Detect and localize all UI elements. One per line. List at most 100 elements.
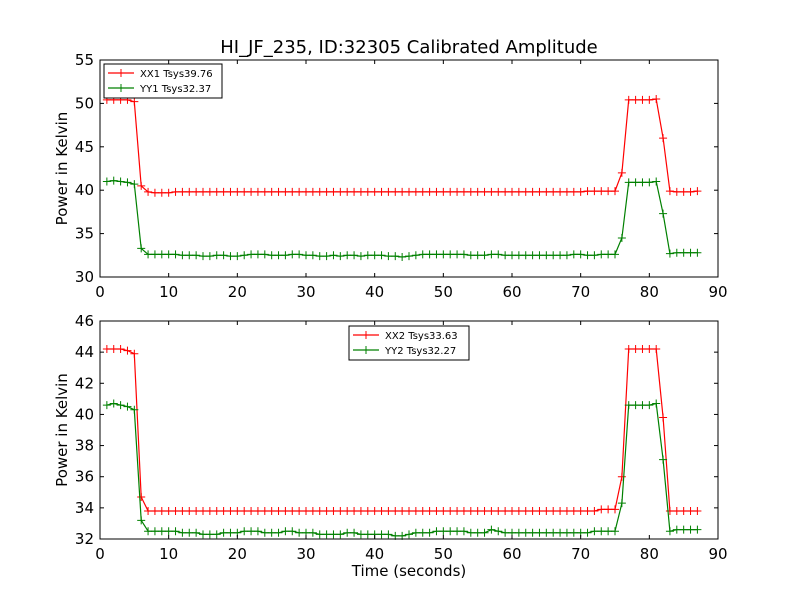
data-point (583, 528, 592, 537)
data-point (494, 250, 503, 259)
data-point (343, 251, 352, 260)
y-axis-label: Power in Kelvin (53, 373, 71, 487)
data-point (624, 345, 633, 354)
x-tick-label: 20 (228, 283, 247, 301)
data-point (336, 252, 345, 261)
data-point (226, 506, 235, 515)
data-point (487, 250, 496, 259)
bottom-subplot: 0 10 20 30 40 50 60 70 80 90 32 34 36 38 40 42 44 46 Power… (53, 312, 728, 563)
data-point (322, 252, 331, 261)
data-point (418, 528, 427, 537)
data-point (576, 506, 585, 515)
data-point (171, 506, 180, 515)
data-point (562, 528, 571, 537)
data-point (178, 187, 187, 196)
data-point (466, 251, 475, 260)
data-point (459, 187, 468, 196)
data-point (178, 528, 187, 537)
x-tick-label: 40 (365, 283, 384, 301)
data-point (377, 251, 386, 260)
data-point (439, 187, 448, 196)
x-tick-label: 10 (159, 283, 178, 301)
data-point (205, 506, 214, 515)
y-tick-label: 40 (75, 405, 94, 423)
data-point (315, 506, 324, 515)
data-point (487, 506, 496, 515)
data-point (384, 187, 393, 196)
data-point (377, 506, 386, 515)
data-point (350, 187, 359, 196)
data-point (288, 187, 297, 196)
data-point (617, 499, 626, 508)
data-point (398, 187, 407, 196)
data-point (322, 187, 331, 196)
data-point (274, 251, 283, 260)
data-point (556, 187, 565, 196)
x-tick-label: 0 (95, 545, 105, 563)
data-point (576, 250, 585, 259)
data-point (219, 528, 228, 537)
data-point (528, 251, 537, 260)
data-point (686, 248, 695, 257)
data-point (192, 506, 201, 515)
data-point (150, 527, 159, 536)
data-point (171, 187, 180, 196)
data-point (240, 251, 249, 260)
data-point (679, 525, 688, 534)
data-point (501, 528, 510, 537)
data-point (363, 251, 372, 260)
legend-entry-label: XX1 Tsys39.76 (140, 69, 213, 80)
data-point (150, 188, 159, 197)
x-tick-label: 30 (296, 545, 315, 563)
data-point (597, 250, 606, 259)
data-point (686, 506, 695, 515)
data-point (528, 506, 537, 515)
data-point (150, 250, 159, 259)
data-point (281, 187, 290, 196)
y-tick-label: 35 (75, 225, 94, 243)
data-point (604, 250, 613, 259)
data-point (157, 188, 166, 197)
data-point (611, 187, 619, 196)
data-point (377, 530, 386, 539)
data-point (343, 506, 352, 515)
data-point (295, 187, 304, 196)
legend-entry-label: YY2 Tsys32.27 (384, 346, 456, 357)
data-point (672, 525, 681, 534)
data-point (212, 506, 221, 515)
data-point (466, 506, 475, 515)
data-point (453, 250, 462, 259)
data-point (356, 530, 365, 539)
data-point (157, 527, 166, 536)
data-point (693, 187, 702, 196)
data-point (356, 187, 365, 196)
data-point (672, 248, 681, 257)
data-point (137, 492, 146, 501)
data-point (391, 187, 400, 196)
data-point (418, 250, 427, 259)
data-point (542, 187, 551, 196)
data-point (178, 251, 187, 260)
x-tick-label: 30 (296, 283, 315, 301)
data-point (302, 506, 310, 515)
data-point (240, 187, 249, 196)
data-point (473, 251, 482, 260)
data-point (192, 251, 201, 260)
data-point (109, 399, 118, 408)
data-point (521, 528, 530, 537)
data-point (556, 251, 565, 260)
data-point (425, 250, 434, 259)
data-point (624, 178, 633, 187)
data-point (466, 528, 475, 537)
data-point (665, 187, 674, 196)
data-point (611, 250, 619, 259)
y-tick-label: 45 (75, 138, 94, 156)
data-point (130, 405, 139, 414)
data-point (102, 345, 111, 354)
data-point (453, 506, 462, 515)
x-tick-label: 90 (708, 545, 727, 563)
data-point (356, 252, 365, 261)
data-point (205, 530, 214, 539)
data-point (288, 506, 297, 515)
data-point (322, 506, 331, 515)
